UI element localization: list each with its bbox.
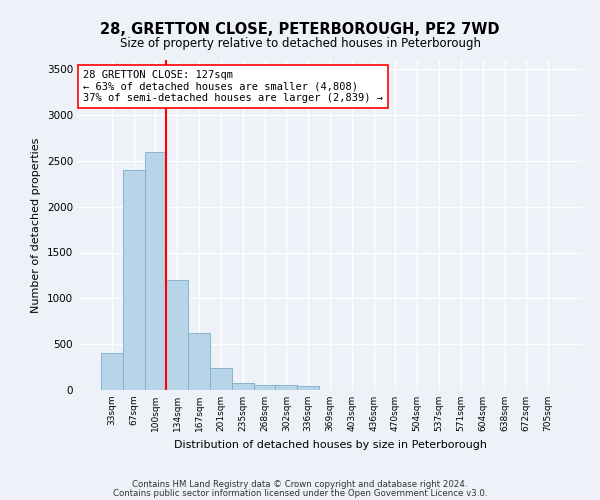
Bar [188, 333, 210, 390]
Bar [210, 368, 232, 390]
Bar [232, 382, 254, 390]
Text: 28, GRETTON CLOSE, PETERBOROUGH, PE2 7WD: 28, GRETTON CLOSE, PETERBOROUGH, PE2 7WD [100, 22, 500, 38]
Text: Contains HM Land Registry data © Crown copyright and database right 2024.: Contains HM Land Registry data © Crown c… [132, 480, 468, 489]
X-axis label: Distribution of detached houses by size in Peterborough: Distribution of detached houses by size … [173, 440, 487, 450]
Bar [166, 280, 188, 390]
Bar [275, 385, 297, 390]
Bar [101, 354, 123, 390]
Bar [145, 152, 166, 390]
Text: 28 GRETTON CLOSE: 127sqm
← 63% of detached houses are smaller (4,808)
37% of sem: 28 GRETTON CLOSE: 127sqm ← 63% of detach… [83, 70, 383, 103]
Bar [123, 170, 145, 390]
Text: Size of property relative to detached houses in Peterborough: Size of property relative to detached ho… [119, 38, 481, 51]
Y-axis label: Number of detached properties: Number of detached properties [31, 138, 41, 312]
Text: Contains public sector information licensed under the Open Government Licence v3: Contains public sector information licen… [113, 489, 487, 498]
Bar [254, 384, 275, 390]
Bar [297, 386, 319, 390]
